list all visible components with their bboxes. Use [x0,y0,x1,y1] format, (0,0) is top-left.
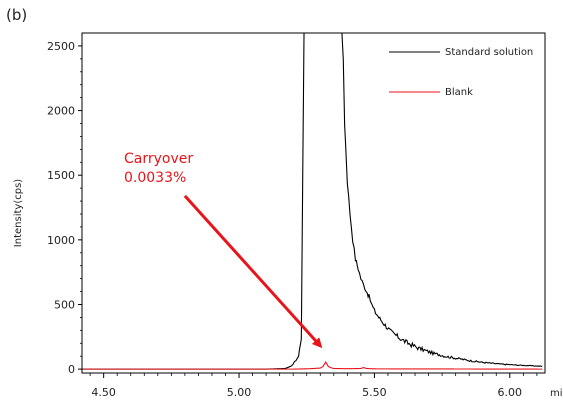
x-tick-label: 5.50 [362,386,387,399]
x-tick-label: 4.50 [91,386,116,399]
legend-label: Blank [445,87,473,98]
legend-label: Standard solution [445,47,533,58]
y-tick-label: 1500 [47,169,75,182]
x-tick-label: 5.00 [227,386,252,399]
y-tick-label: 2000 [47,105,75,118]
series-line-blank [82,361,543,370]
carryover-arrow [183,194,323,349]
x-axis-label: min [550,388,563,399]
y-tick-label: 500 [54,298,75,311]
y-tick-label: 0 [68,363,75,376]
series-line-standard-solution [82,33,543,370]
x-tick-label: 6.00 [498,386,523,399]
plot-frame [81,32,546,374]
carryover-label: Carryover [124,151,193,167]
panel-label: (b) [6,6,28,24]
y-tick-label: 1000 [47,234,75,247]
carryover-value: 0.0033% [124,170,186,186]
y-axis-label: Intensity(cps) [13,179,24,247]
y-tick-label: 2500 [47,40,75,53]
